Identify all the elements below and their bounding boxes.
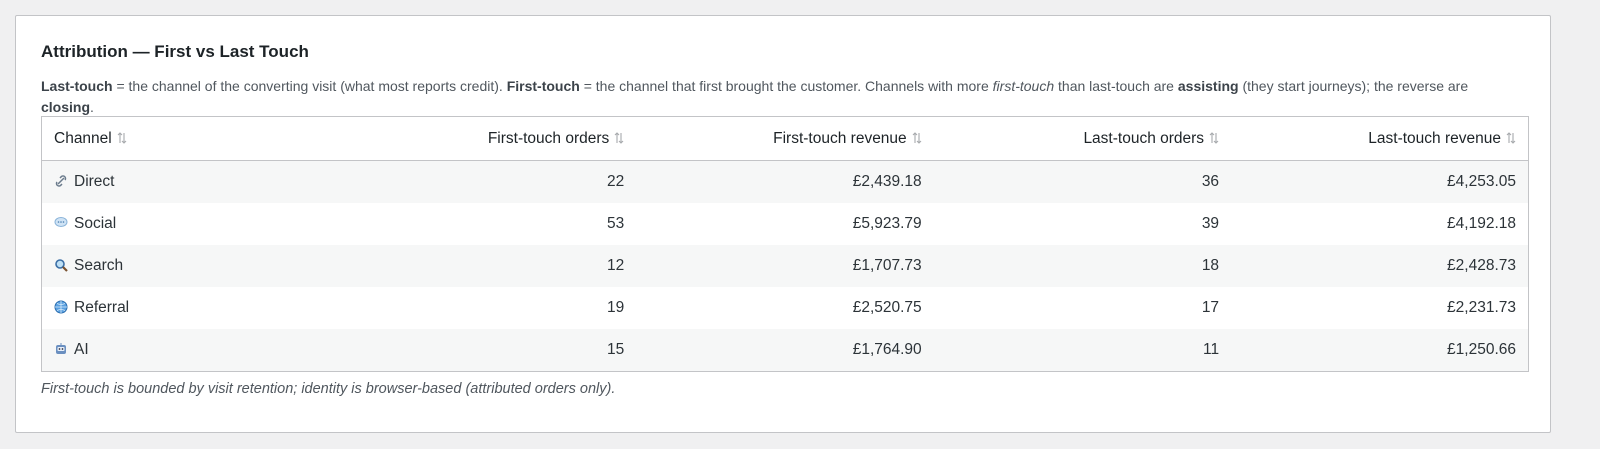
term: First-touch <box>506 78 580 94</box>
card-title: Attribution — First vs Last Touch <box>41 42 309 61</box>
column-label: Last-touch revenue <box>1368 129 1501 147</box>
column-header[interactable]: Last-touch revenue <box>1231 116 1529 161</box>
value-cell: £2,520.75 <box>636 287 933 329</box>
channel-cell: Direct <box>41 160 339 203</box>
channel-name: Direct <box>74 173 115 190</box>
channel-name: AI <box>74 341 89 358</box>
table-row: Social 53 £5,923.79 39 £4,192.18 <box>42 203 1529 245</box>
channel-icon <box>55 259 68 272</box>
term: assisting <box>1177 78 1239 94</box>
column-header[interactable]: First-touch revenue <box>636 116 934 161</box>
cell-value: 17 <box>1201 299 1220 316</box>
channel-name: Social <box>74 215 117 232</box>
cell-value: 11 <box>1202 341 1220 358</box>
channel-cell: Referral <box>42 287 339 329</box>
table-body: Direct 22 £2,439.18 36 £4,253.05 Social 53 £5,9… <box>41 160 1529 372</box>
column-label: Channel <box>54 129 112 147</box>
text: = the channel that first brought the cus… <box>579 78 993 94</box>
value-cell: £2,428.73 <box>1231 245 1529 287</box>
table-row: Referral 19 £2,520.75 17 £2,231.73 <box>42 287 1529 329</box>
cell-value: £1,707.73 <box>852 257 922 274</box>
sort-icon <box>912 132 922 145</box>
value-cell: 39 <box>934 203 1231 245</box>
value-cell: £1,250.66 <box>1231 329 1529 372</box>
cell-value: £2,520.75 <box>852 299 922 316</box>
channel-icon <box>55 175 67 187</box>
cell-value: £4,253.05 <box>1447 173 1516 190</box>
channel-cell: AI <box>41 329 339 372</box>
cell-value: 19 <box>607 299 625 316</box>
value-cell: £1,707.73 <box>636 245 934 287</box>
cell-value: 12 <box>607 257 625 274</box>
cell-value: 53 <box>607 215 625 232</box>
term: Last-touch <box>41 78 113 94</box>
cell-value: 18 <box>1201 257 1220 274</box>
value-cell: £5,923.79 <box>636 203 933 245</box>
cell-value: £2,231.73 <box>1447 299 1516 316</box>
channel-cell: Social <box>42 203 339 245</box>
value-cell: 18 <box>933 245 1232 287</box>
column-label: First-touch revenue <box>773 129 907 147</box>
value-cell: 22 <box>338 160 637 203</box>
cell-value: 15 <box>607 341 625 358</box>
channel-name: Search <box>74 257 124 274</box>
text: . <box>90 99 94 115</box>
term: closing <box>41 99 91 115</box>
channel-name: Referral <box>74 299 130 316</box>
attribution-table: Channel First-touch orders First-touch rev… <box>41 116 1529 372</box>
channel-icon <box>54 217 68 227</box>
channel-icon <box>54 300 68 314</box>
column-header[interactable]: Channel <box>41 116 339 161</box>
column-label: Last-touch orders <box>1083 129 1205 147</box>
value-cell: 17 <box>934 287 1231 329</box>
value-cell: 11 <box>933 329 1232 372</box>
cell-value: £1,250.66 <box>1447 341 1516 358</box>
value-cell: £4,253.05 <box>1231 160 1529 203</box>
value-cell: 53 <box>339 203 636 245</box>
sort-icon <box>1506 132 1516 145</box>
description: Last-touch = the channel of the converti… <box>41 76 1511 118</box>
table-row: AI 15 £1,764.90 11 £1,250.66 <box>41 329 1529 372</box>
cell-value: 36 <box>1201 173 1220 190</box>
cell-value: 22 <box>607 173 625 190</box>
emphasis: first-touch <box>992 78 1055 94</box>
value-cell: £4,192.18 <box>1231 203 1528 245</box>
sort-icon <box>614 132 624 145</box>
cell-value: £4,192.18 <box>1447 215 1516 232</box>
value-cell: 12 <box>338 245 637 287</box>
column-label: First-touch orders <box>487 129 610 147</box>
value-cell: £2,231.73 <box>1231 287 1528 329</box>
value-cell: 15 <box>338 329 637 372</box>
table-row: Direct 22 £2,439.18 36 £4,253.05 <box>41 160 1529 203</box>
channel-cell: Search <box>41 245 339 287</box>
text: (they start journeys); the reverse are <box>1238 78 1469 94</box>
sort-icon <box>117 132 127 145</box>
header-row: Channel First-touch orders First-touch rev… <box>41 116 1529 161</box>
column-header[interactable]: First-touch orders <box>338 116 637 161</box>
card: Attribution — First vs Last Touch Last-t… <box>15 15 1551 433</box>
value-cell: £2,439.18 <box>636 160 934 203</box>
cell-value: 39 <box>1201 215 1220 232</box>
cell-value: £2,428.73 <box>1447 257 1516 274</box>
value-cell: 19 <box>339 287 636 329</box>
table-row: Search 12 £1,707.73 18 £2,428.73 <box>41 245 1529 287</box>
cell-value: £1,764.90 <box>852 341 922 358</box>
sort-icon <box>1209 132 1219 145</box>
text: = the channel of the converting visit (w… <box>112 78 507 94</box>
column-header[interactable]: Last-touch orders <box>933 116 1232 161</box>
cell-value: £2,439.18 <box>852 173 922 190</box>
cell-value: £5,923.79 <box>852 215 922 232</box>
channel-icon <box>56 343 66 354</box>
value-cell: 36 <box>933 160 1232 203</box>
footnote: First-touch is bounded by visit retentio… <box>41 381 616 397</box>
text: than last-touch are <box>1054 78 1178 94</box>
value-cell: £1,764.90 <box>636 329 934 372</box>
